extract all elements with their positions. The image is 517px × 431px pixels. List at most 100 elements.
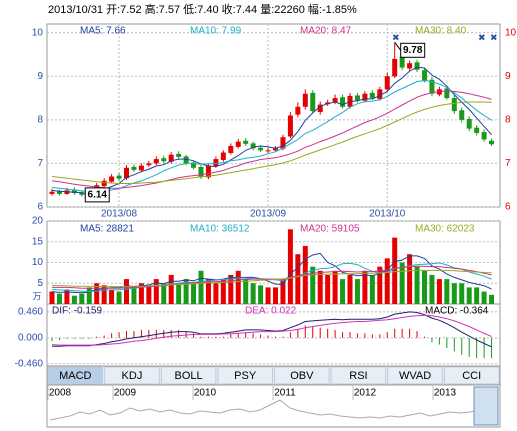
candle-body — [459, 110, 465, 120]
tab[interactable]: MACD — [47, 366, 104, 385]
volume-bar — [340, 279, 346, 304]
volume-bar — [369, 274, 375, 304]
tab-background[interactable] — [47, 366, 104, 385]
candle-body — [146, 163, 152, 166]
annotation-leader — [394, 41, 402, 51]
candle-body — [213, 159, 219, 167]
volume-bar — [168, 274, 174, 304]
candle-body — [444, 88, 450, 99]
ma-line — [51, 101, 492, 184]
y-tick-label: 9 — [37, 71, 43, 82]
volume-bar — [146, 285, 152, 304]
candle-body — [198, 166, 204, 177]
volume-bar — [392, 237, 398, 304]
tab-background[interactable] — [330, 366, 387, 385]
candle-body — [302, 93, 308, 107]
volume-bar — [191, 283, 197, 304]
legend-entry: MA5: 28821 — [80, 224, 134, 235]
ma-line — [51, 314, 492, 346]
tab-background[interactable] — [443, 366, 500, 385]
candle-body — [332, 98, 338, 103]
tab[interactable]: OBV — [274, 366, 330, 385]
candle-body — [258, 147, 264, 151]
tab[interactable]: KDJ — [104, 366, 160, 385]
candle-body — [399, 56, 405, 68]
volume-bar — [295, 254, 301, 304]
candle-body — [56, 191, 62, 194]
y-tick-label: 0.000 — [18, 332, 43, 343]
x-tick-label: 2013/09 — [250, 209, 287, 220]
ma-line — [52, 265, 492, 289]
tab-background[interactable] — [104, 366, 160, 385]
x-tick-label: 2013/08 — [101, 209, 138, 220]
candle-body — [362, 93, 368, 101]
candle-body — [414, 62, 420, 70]
volume-bar — [161, 283, 167, 304]
tab-label[interactable]: PSY — [234, 370, 257, 382]
tab-background[interactable] — [274, 366, 330, 385]
tab[interactable]: BOLL — [160, 366, 217, 385]
candle-body — [273, 148, 278, 151]
candle-body — [287, 115, 293, 137]
volume-bar — [64, 289, 70, 304]
tab[interactable]: CCI — [443, 366, 500, 385]
y-axis-label: 万 — [32, 291, 41, 301]
tab-label[interactable]: OBV — [290, 370, 314, 382]
volume-bar — [332, 270, 338, 304]
volume-bar — [228, 274, 234, 304]
annotation-box — [84, 187, 110, 203]
legend-entry: MA30: 8.40 — [415, 26, 467, 37]
tab-label[interactable]: WVAD — [399, 370, 431, 382]
volume-bar — [265, 287, 271, 304]
y-tick-label-right: 6 — [505, 202, 511, 213]
tab-background[interactable] — [387, 366, 443, 385]
y-tick-label: 10 — [32, 27, 44, 38]
markers: ✖ ✖ ✖ — [392, 32, 498, 42]
tab-background[interactable] — [217, 366, 273, 385]
candle-body — [451, 98, 457, 112]
ma-line — [52, 311, 492, 348]
volume-bar — [444, 279, 450, 304]
volume-bar — [436, 279, 442, 304]
tab-label[interactable]: CCI — [462, 370, 481, 382]
candle-body — [243, 140, 249, 144]
timeline-handle[interactable] — [473, 386, 499, 426]
y-tick-label: -0.460 — [15, 358, 44, 369]
volume-bar — [243, 279, 249, 304]
volume-bar — [377, 266, 383, 304]
volume-bar — [451, 283, 457, 304]
tab-label[interactable]: MACD — [59, 370, 91, 382]
tab[interactable]: WVAD — [387, 366, 443, 385]
candle-body — [340, 97, 346, 107]
tab[interactable]: PSY — [217, 366, 273, 385]
candle-body — [280, 137, 286, 149]
volume-bar — [250, 283, 256, 304]
candle-body — [489, 140, 495, 145]
volume-bar — [354, 279, 360, 304]
y-tick-label: 0.460 — [18, 307, 43, 318]
tab-label[interactable]: RSI — [349, 370, 367, 382]
volume-bar — [109, 289, 115, 304]
candle-body — [176, 153, 182, 157]
marker-icon: ✖ — [478, 32, 486, 42]
ma-line — [51, 269, 492, 288]
candle-body — [116, 175, 122, 179]
tab[interactable]: RSI — [330, 366, 387, 385]
volume-bar — [220, 279, 226, 304]
volume-bar — [79, 293, 85, 304]
tab-label[interactable]: BOLL — [174, 370, 202, 382]
volume-bar — [153, 279, 159, 304]
volume-bar — [414, 266, 420, 304]
volume-bar — [287, 229, 293, 304]
tab-label[interactable]: KDJ — [122, 370, 143, 382]
tab-background[interactable] — [160, 366, 217, 385]
volume-bar — [466, 287, 472, 304]
candle-body — [265, 150, 271, 152]
candle-body — [481, 132, 487, 140]
candle-body — [49, 191, 55, 194]
legend-entry: MA10: 36512 — [190, 224, 250, 235]
legend-entry: MA20: 59105 — [300, 224, 360, 235]
low-annotation: 6.14 — [88, 190, 108, 201]
volume-bar — [101, 285, 107, 304]
